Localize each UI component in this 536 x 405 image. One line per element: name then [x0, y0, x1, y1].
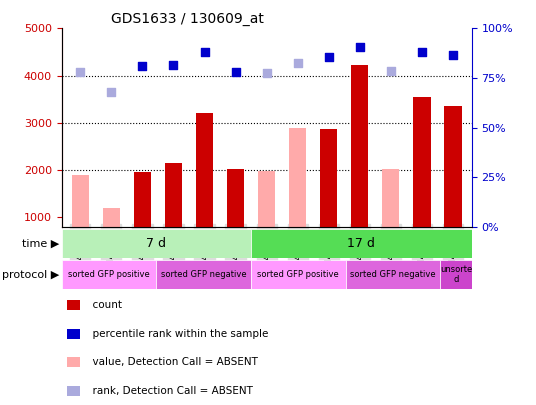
Point [263, 70, 271, 77]
Text: time ▶: time ▶ [22, 239, 59, 248]
Text: rank, Detection Call = ABSENT: rank, Detection Call = ABSENT [86, 386, 252, 396]
Bar [351, 65, 368, 227]
Text: count: count [86, 301, 122, 310]
Bar [258, 171, 275, 227]
Point [76, 68, 85, 75]
Point [232, 68, 240, 75]
Point [418, 49, 426, 55]
Bar [289, 128, 306, 227]
Point [200, 49, 209, 55]
Bar [251, 260, 346, 289]
Point [355, 44, 364, 51]
Bar [251, 229, 472, 258]
Bar [165, 163, 182, 227]
Bar [227, 169, 244, 227]
Bar [346, 260, 440, 289]
Bar [103, 208, 120, 227]
Text: percentile rank within the sample: percentile rank within the sample [86, 329, 268, 339]
Text: unsorte
d: unsorte d [440, 265, 472, 284]
Point [138, 63, 147, 69]
Bar [72, 175, 89, 227]
Bar [440, 260, 472, 289]
Bar [62, 229, 251, 258]
Point [449, 52, 457, 58]
Point [386, 68, 395, 74]
Bar [444, 107, 461, 227]
Text: GDS1633 / 130609_at: GDS1633 / 130609_at [111, 12, 264, 26]
Bar [320, 129, 337, 227]
Text: sorted GFP negative: sorted GFP negative [161, 270, 247, 279]
Bar [196, 113, 213, 227]
Point [107, 89, 116, 95]
Bar [382, 169, 399, 227]
Point [324, 53, 333, 60]
Bar [134, 173, 151, 227]
Text: protocol ▶: protocol ▶ [2, 270, 59, 279]
Text: 17 d: 17 d [347, 237, 375, 250]
Text: 7 d: 7 d [146, 237, 166, 250]
Text: sorted GFP positive: sorted GFP positive [257, 270, 339, 279]
Text: value, Detection Call = ABSENT: value, Detection Call = ABSENT [86, 357, 258, 367]
Point [293, 60, 302, 66]
Bar [413, 97, 430, 227]
Point [169, 62, 178, 68]
Bar [62, 260, 157, 289]
Bar [157, 260, 251, 289]
Text: sorted GFP negative: sorted GFP negative [350, 270, 436, 279]
Text: sorted GFP positive: sorted GFP positive [68, 270, 150, 279]
